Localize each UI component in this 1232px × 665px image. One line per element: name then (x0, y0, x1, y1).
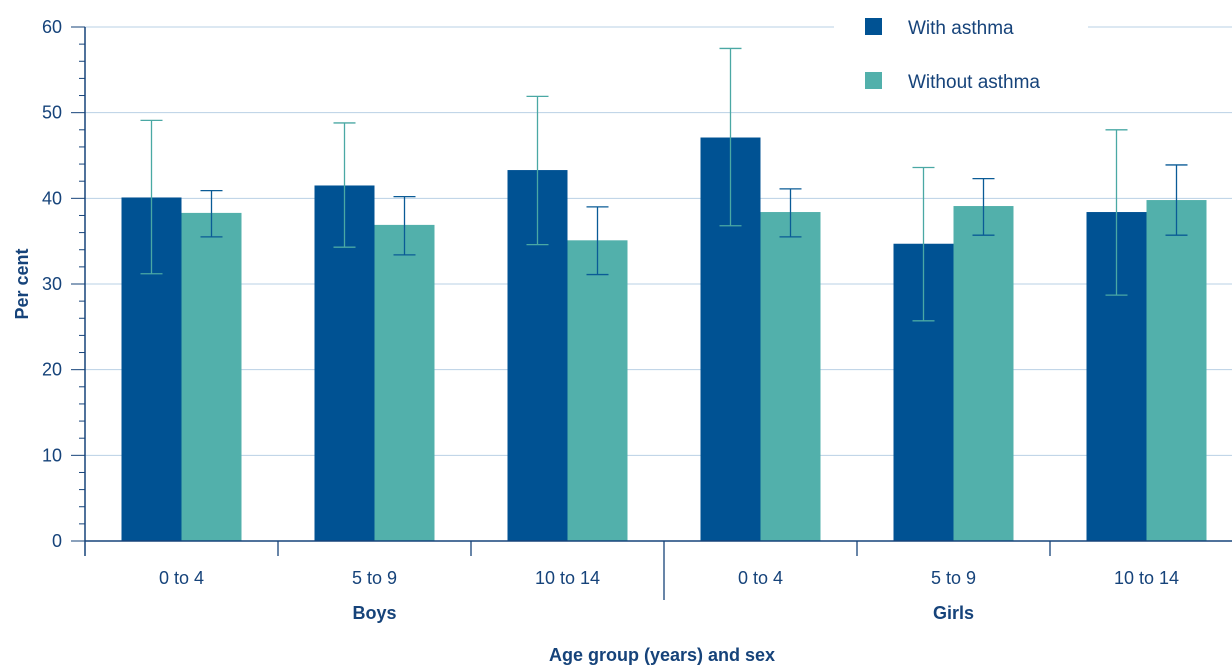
x-tick-label: 5 to 9 (352, 568, 397, 588)
y-axis-title: Per cent (12, 248, 32, 319)
y-tick-labels: 0 10 20 30 40 50 60 (42, 17, 62, 551)
group-label: Boys (352, 603, 396, 623)
x-tick-label: 0 to 4 (159, 568, 204, 588)
x-tick-labels: 0 to 4 5 to 9 10 to 14 0 to 4 5 to 9 10 to 14 (159, 568, 1179, 588)
x-tick-label: 10 to 14 (535, 568, 600, 588)
y-tick-label: 30 (42, 274, 62, 294)
bar (760, 212, 821, 542)
x-tick-label: 10 to 14 (1114, 568, 1179, 588)
bars (121, 137, 1207, 542)
x-tick-label: 5 to 9 (931, 568, 976, 588)
y-tick-label: 0 (52, 531, 62, 551)
gridlines (85, 26, 1232, 456)
error-bars (140, 47, 1188, 322)
x-axis-title: Age group (years) and sex (549, 645, 775, 665)
bar (181, 212, 242, 541)
legend-swatch-with-asthma (865, 18, 882, 35)
group-label: Girls (933, 603, 974, 623)
legend: With asthma Without asthma (834, 6, 1088, 102)
group-labels: Boys Girls (352, 603, 974, 623)
bar (567, 240, 628, 541)
bar (1146, 200, 1207, 541)
axes (71, 26, 1232, 600)
x-tick-label: 0 to 4 (738, 568, 783, 588)
legend-swatch-without-asthma (865, 72, 882, 89)
y-tick-label: 40 (42, 188, 62, 208)
y-tick-label: 20 (42, 360, 62, 380)
y-tick-label: 10 (42, 445, 62, 465)
y-tick-label: 60 (42, 17, 62, 37)
bar (953, 206, 1014, 541)
y-tick-label: 50 (42, 103, 62, 123)
legend-label-with-asthma: With asthma (908, 18, 1014, 39)
bar (374, 224, 435, 541)
legend-label-without-asthma: Without asthma (908, 72, 1040, 93)
